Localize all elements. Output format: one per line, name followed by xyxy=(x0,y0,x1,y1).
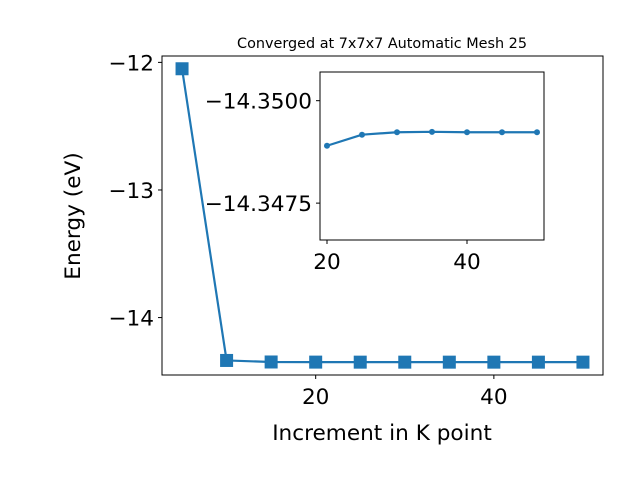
inset-data-point xyxy=(429,128,435,135)
main-x-tick-label: 20 xyxy=(302,385,329,410)
main-data-point xyxy=(442,355,456,369)
main-data-point xyxy=(309,355,323,369)
main-data-point xyxy=(531,355,545,369)
inset-y-tick-label: −14.3500 xyxy=(205,90,312,115)
y-axis-label: Energy (eV) xyxy=(61,152,86,279)
inset-y-tick-label: −14.3475 xyxy=(205,192,312,217)
main-data-point xyxy=(220,353,234,367)
inset-x-tick-label: 20 xyxy=(313,250,340,275)
main-data-point xyxy=(175,62,189,76)
main-data-point xyxy=(576,355,590,369)
main-data-point xyxy=(487,355,501,369)
main-y-tick-label: −13 xyxy=(108,179,154,204)
inset-x-tick-label: 40 xyxy=(453,250,480,275)
inset-data-point xyxy=(359,131,365,138)
main-data-point xyxy=(264,355,278,369)
chart-title: Converged at 7x7x7 Automatic Mesh 25 xyxy=(237,36,527,52)
inset-axes: 20 40 −14.3500 −14.3475 xyxy=(205,71,545,275)
main-y-tick-label: −14 xyxy=(108,307,154,332)
main-plot-area: 20 40 −14 −13 −12 xyxy=(108,51,590,410)
main-x-tick-label: 40 xyxy=(480,385,507,410)
main-plot-frame xyxy=(161,55,604,376)
inset-data-point xyxy=(534,129,540,136)
inset-data-point xyxy=(394,129,400,136)
inset-plot-frame xyxy=(319,71,545,241)
x-axis-label: Increment in K point xyxy=(272,421,492,446)
inset-data-point xyxy=(499,129,505,136)
main-series-line xyxy=(180,68,583,364)
inset-data-point xyxy=(324,142,330,149)
inset-plot-area: 20 40 −14.3500 −14.3475 xyxy=(205,90,540,275)
main-axes: Converged at 7x7x7 Automatic Mesh 25 20 4… xyxy=(61,36,604,446)
main-data-point xyxy=(353,355,367,369)
inset-data-point xyxy=(464,129,470,136)
main-data-point xyxy=(398,355,412,369)
main-y-tick-label: −12 xyxy=(108,51,154,76)
